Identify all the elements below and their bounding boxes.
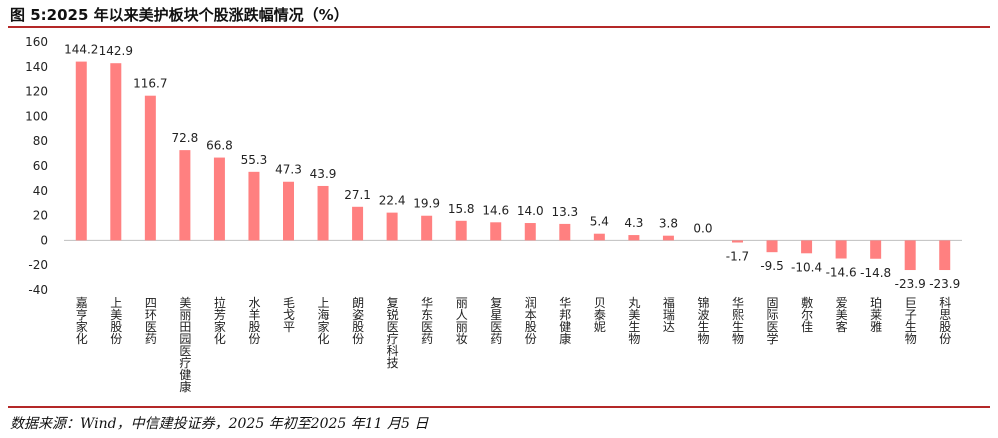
category-label: 华东医药 <box>420 296 434 344</box>
data-label: 55.3 <box>241 153 268 167</box>
data-label: 43.9 <box>310 167 337 181</box>
bar <box>559 223 571 241</box>
category-label: 水羊股份 <box>247 296 261 344</box>
category-label: 复星医药 <box>489 296 503 344</box>
category-label: 复锐医疗科技 <box>385 296 399 368</box>
y-tick-label: 20 <box>33 209 48 223</box>
data-label: -1.7 <box>726 250 749 264</box>
category-label: 华熙生物 <box>731 296 745 344</box>
bar <box>801 240 813 254</box>
bar <box>386 212 398 241</box>
bar <box>352 206 364 241</box>
category-label: 上美股份 <box>109 296 123 344</box>
category-label: 锦波生物 <box>696 296 710 344</box>
title-rule <box>8 26 990 28</box>
bar <box>939 240 951 271</box>
data-label: 116.7 <box>133 77 167 91</box>
data-label: 14.0 <box>517 204 544 218</box>
data-label: -14.6 <box>826 266 857 280</box>
y-tick-label: 0 <box>40 233 48 247</box>
bar <box>870 240 882 259</box>
y-tick-label: 80 <box>33 134 48 148</box>
category-label: 四环医药 <box>143 296 157 344</box>
bar <box>766 240 778 253</box>
source-note: 数据来源：Wind，中信建投证券，2025 年初至2025 年11 月5 日 <box>10 416 429 432</box>
category-label: 华邦健康 <box>558 296 572 344</box>
bar <box>317 185 329 241</box>
data-label: 5.4 <box>590 215 609 229</box>
bar <box>662 235 674 241</box>
y-tick-label: 160 <box>25 35 48 49</box>
category-label: 拉芳家化 <box>212 295 226 345</box>
source-rule <box>8 406 990 408</box>
y-tick-label: -20 <box>28 258 48 272</box>
category-label: 美丽田园医疗健康 <box>178 296 192 392</box>
y-tick-label: 100 <box>25 109 48 123</box>
y-tick-label: 120 <box>25 85 48 99</box>
category-labels: 嘉亨家化 上美股份 四环医药 美丽田园医疗健康 拉芳家化 水羊股份 毛戈平 上海家化 朗姿股份 复… <box>74 295 951 392</box>
data-label: 22.4 <box>379 194 406 208</box>
category-label: 珀莱雅 <box>869 296 883 332</box>
category-label: 贝泰妮 <box>592 296 606 332</box>
bar <box>455 220 467 241</box>
bar <box>283 181 294 241</box>
bar <box>628 235 640 241</box>
bar <box>110 63 122 241</box>
data-label: -10.4 <box>791 260 822 274</box>
category-label: 巨子生物 <box>903 296 917 344</box>
category-label: 敷尔佳 <box>800 295 814 332</box>
bar-series <box>75 61 951 271</box>
category-label: 上海家化 <box>316 296 330 345</box>
y-axis: -40 -20 0 20 40 60 80 100 120 140 160 <box>25 35 962 297</box>
data-label: 15.8 <box>448 202 475 216</box>
category-label: 丸美生物 <box>627 296 641 344</box>
category-label: 科思股份 <box>938 296 952 344</box>
bar <box>248 171 260 241</box>
y-tick-label: 60 <box>33 159 48 173</box>
data-label: 14.6 <box>482 203 509 217</box>
bar <box>524 223 536 241</box>
bar <box>144 95 156 241</box>
data-label: 72.8 <box>172 131 199 145</box>
figure-title: 图 5:2025 年以来美护板块个股涨跌幅情况（%） <box>10 6 349 24</box>
data-label: 13.3 <box>551 205 578 219</box>
data-label: -9.5 <box>760 259 783 273</box>
category-label: 固际医学 <box>765 296 779 344</box>
y-tick-label: 140 <box>25 60 48 74</box>
category-label: 福瑞达 <box>661 295 675 332</box>
y-tick-label: 40 <box>33 184 48 198</box>
bar <box>593 233 605 241</box>
data-label: -23.9 <box>895 277 926 291</box>
data-label: 142.9 <box>99 44 133 58</box>
bar <box>835 240 847 259</box>
category-label: 嘉亨家化 <box>74 296 88 345</box>
bar <box>75 61 87 241</box>
bar <box>421 215 433 241</box>
bar <box>732 240 743 243</box>
category-label: 爱美客 <box>834 296 848 333</box>
data-label: 4.3 <box>624 216 643 230</box>
bar-chart: -40 -20 0 20 40 60 80 100 120 140 160 144.2 142.9 11… <box>25 35 962 392</box>
category-label: 丽人丽妆 <box>454 296 468 344</box>
category-label: 朗姿股份 <box>351 296 365 344</box>
bar <box>904 240 916 271</box>
data-label: 144.2 <box>64 43 98 57</box>
data-label: -14.8 <box>860 266 891 280</box>
bar <box>213 157 225 241</box>
data-label: 3.8 <box>659 217 678 231</box>
category-label: 毛戈平 <box>282 296 296 332</box>
data-label: 27.1 <box>344 188 371 202</box>
data-label: 0.0 <box>693 221 712 235</box>
bar <box>179 150 191 241</box>
bar <box>490 222 502 241</box>
category-label: 润本股份 <box>523 296 537 344</box>
data-label: 47.3 <box>275 163 302 177</box>
data-label: -23.9 <box>929 277 960 291</box>
data-label: 66.8 <box>206 139 233 153</box>
data-label: 19.9 <box>413 197 440 211</box>
data-labels: 144.2 142.9 116.7 72.8 66.8 55.3 47.3 43.9 27.1 2… <box>64 43 960 291</box>
y-tick-label: -40 <box>28 283 48 297</box>
